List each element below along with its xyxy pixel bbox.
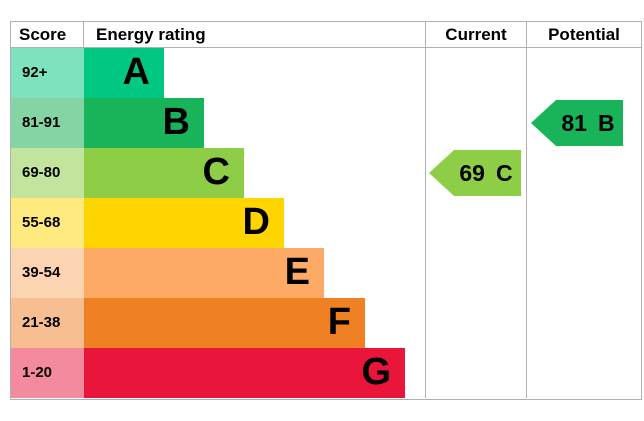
current-rating-value: 69 bbox=[459, 159, 485, 186]
score-cell: 69-80 bbox=[11, 148, 84, 198]
band-row-f: 21-38 F bbox=[11, 298, 641, 348]
rating-bar: A bbox=[84, 48, 164, 98]
epc-table: Score Energy rating Current Potential 92… bbox=[10, 21, 642, 400]
score-cell: 55-68 bbox=[11, 198, 84, 248]
score-cell: 1-20 bbox=[11, 348, 84, 398]
energy-rating-column-header: Energy rating bbox=[84, 22, 426, 47]
score-cell: 39-54 bbox=[11, 248, 84, 298]
score-cell: 21-38 bbox=[11, 298, 84, 348]
band-row-d: 55-68 D bbox=[11, 198, 641, 248]
band-row-a: 92+ A bbox=[11, 48, 641, 98]
band-letter: E bbox=[284, 251, 310, 293]
table-header: Score Energy rating Current Potential bbox=[11, 22, 641, 48]
rating-bar: G bbox=[84, 348, 405, 398]
rating-bar: D bbox=[84, 198, 284, 248]
band-letter: A bbox=[122, 51, 150, 93]
rating-bar: F bbox=[84, 298, 365, 348]
current-column-divider bbox=[425, 48, 426, 398]
band-row-c: 69-80 C bbox=[11, 148, 641, 198]
score-column-header: Score bbox=[11, 22, 84, 47]
current-rating-letter: C bbox=[495, 159, 513, 186]
score-cell: 81-91 bbox=[11, 98, 84, 148]
band-row-g: 1-20 G bbox=[11, 348, 641, 398]
potential-column-header: Potential bbox=[548, 25, 620, 44]
potential-column-divider bbox=[526, 48, 527, 398]
band-row-e: 39-54 E bbox=[11, 248, 641, 298]
band-row-b: 81-91 B bbox=[11, 98, 641, 148]
potential-rating-value: 81 bbox=[561, 109, 587, 136]
current-rating-arrow: 69 C bbox=[429, 150, 521, 196]
rating-bar: C bbox=[84, 148, 244, 198]
band-letter: G bbox=[361, 351, 391, 393]
rating-bar: E bbox=[84, 248, 324, 298]
band-letter: B bbox=[162, 101, 190, 143]
rating-bar: B bbox=[84, 98, 204, 148]
band-letter: F bbox=[327, 301, 351, 343]
band-letter: C bbox=[202, 151, 230, 193]
potential-rating-arrow: 81 B bbox=[531, 100, 623, 146]
current-column-header: Current bbox=[426, 22, 527, 47]
band-letter: D bbox=[242, 201, 270, 243]
potential-rating-letter: B bbox=[597, 109, 615, 136]
score-cell: 92+ bbox=[11, 48, 84, 98]
chart-body: 92+ A 81-91 B 69-80 C 55-68 D 39-54 E 21… bbox=[11, 48, 641, 398]
